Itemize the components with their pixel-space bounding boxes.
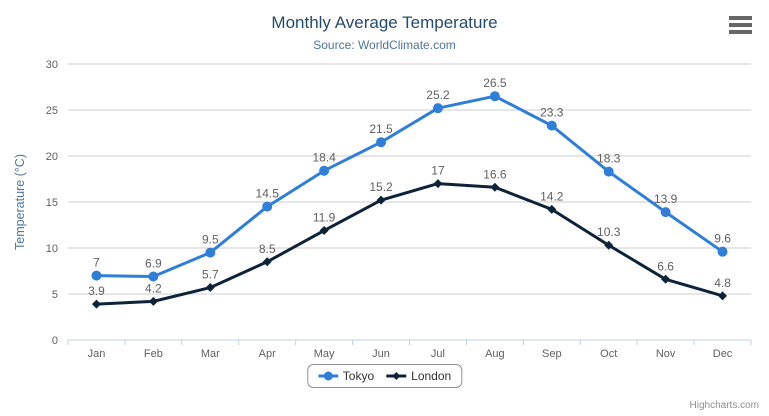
data-label: 14.2	[540, 189, 564, 203]
data-label: 9.5	[202, 233, 219, 247]
legend: Tokyo London	[306, 364, 463, 388]
hamburger-icon	[729, 23, 752, 27]
legend-label: London	[411, 369, 452, 383]
credits-link[interactable]: Highcharts.com	[689, 400, 759, 411]
data-point-tokyo[interactable]	[717, 246, 728, 257]
data-point-tokyo[interactable]	[489, 91, 500, 102]
y-axis-label: 0	[52, 335, 58, 347]
data-point-london[interactable]	[319, 226, 329, 236]
data-label: 9.6	[714, 232, 731, 246]
x-axis-label: Apr	[259, 348, 276, 360]
x-axis-label: Mar	[201, 348, 220, 360]
data-label: 14.5	[256, 187, 280, 201]
x-axis-label: Sep	[542, 348, 562, 360]
hamburger-icon	[729, 16, 752, 20]
data-point-london[interactable]	[547, 204, 557, 214]
data-point-london[interactable]	[91, 299, 101, 309]
data-label: 13.9	[654, 192, 678, 206]
london-series-marker-icon	[386, 372, 407, 380]
data-point-london[interactable]	[718, 291, 728, 301]
data-label: 21.5	[369, 122, 393, 136]
data-point-tokyo[interactable]	[660, 207, 671, 218]
data-label: 3.9	[88, 284, 105, 298]
data-label: 26.5	[483, 76, 507, 90]
data-label: 8.5	[259, 242, 276, 256]
data-point-tokyo[interactable]	[91, 270, 102, 281]
data-point-tokyo[interactable]	[319, 165, 330, 176]
y-axis-label: 10	[46, 243, 58, 255]
data-point-london[interactable]	[433, 179, 443, 189]
data-point-london[interactable]	[262, 257, 272, 267]
x-axis-label: Jan	[88, 348, 106, 360]
data-point-tokyo[interactable]	[376, 137, 387, 148]
x-axis-label: Feb	[144, 348, 163, 360]
data-label: 25.2	[426, 88, 450, 102]
data-label: 4.8	[714, 276, 731, 290]
y-axis-label: 20	[46, 151, 58, 163]
series-line-london	[94, 182, 725, 306]
data-point-london[interactable]	[604, 240, 614, 250]
data-label: 18.4	[312, 151, 336, 165]
y-axis-label: 30	[46, 59, 58, 71]
legend-label: Tokyo	[342, 369, 375, 383]
x-axis-label: Nov	[656, 348, 676, 360]
data-point-tokyo[interactable]	[262, 201, 273, 212]
data-label: 10.3	[597, 225, 621, 239]
y-axis-label: 5	[52, 289, 58, 301]
data-point-london[interactable]	[490, 182, 500, 192]
series-line-tokyo	[94, 94, 725, 279]
y-axis-label: 15	[46, 197, 58, 209]
data-label: 11.9	[313, 211, 336, 225]
data-label: 23.3	[540, 106, 564, 120]
data-label: 6.9	[145, 257, 162, 271]
chart-subtitle: Source: WorldClimate.com	[313, 38, 456, 52]
x-axis-label: Jul	[431, 348, 445, 360]
data-point-london[interactable]	[376, 195, 386, 205]
data-point-tokyo[interactable]	[205, 247, 216, 258]
data-label: 4.2	[145, 281, 162, 295]
data-point-tokyo[interactable]	[603, 166, 614, 177]
legend-item-tokyo[interactable]: Tokyo	[317, 369, 375, 383]
data-point-tokyo[interactable]	[546, 120, 557, 131]
data-point-tokyo[interactable]	[148, 271, 159, 282]
data-label: 5.7	[202, 268, 219, 282]
y-axis-label: 25	[46, 105, 58, 117]
data-label: 16.6	[483, 167, 507, 181]
data-label: 7	[93, 256, 100, 270]
export-menu-button[interactable]	[729, 16, 753, 34]
data-point-london[interactable]	[205, 283, 215, 293]
hamburger-icon	[729, 30, 752, 34]
x-axis-label: Oct	[600, 348, 617, 360]
tokyo-series-marker-icon	[317, 371, 338, 381]
data-label: 6.6	[657, 259, 674, 273]
x-axis-label: Aug	[485, 348, 505, 360]
x-axis-label: Dec	[713, 348, 733, 360]
y-axis-title: Temperature (°C)	[13, 154, 27, 250]
legend-item-london[interactable]: London	[386, 369, 451, 383]
data-label: 17	[431, 164, 445, 178]
data-point-tokyo[interactable]	[432, 103, 443, 114]
data-label: 15.2	[369, 180, 393, 194]
data-point-london[interactable]	[148, 296, 158, 306]
x-axis-label: May	[314, 348, 335, 360]
chart-title: Monthly Average Temperature	[271, 13, 498, 32]
data-label: 18.3	[597, 152, 621, 166]
x-axis-label: Jun	[372, 348, 390, 360]
data-point-london[interactable]	[661, 274, 671, 284]
